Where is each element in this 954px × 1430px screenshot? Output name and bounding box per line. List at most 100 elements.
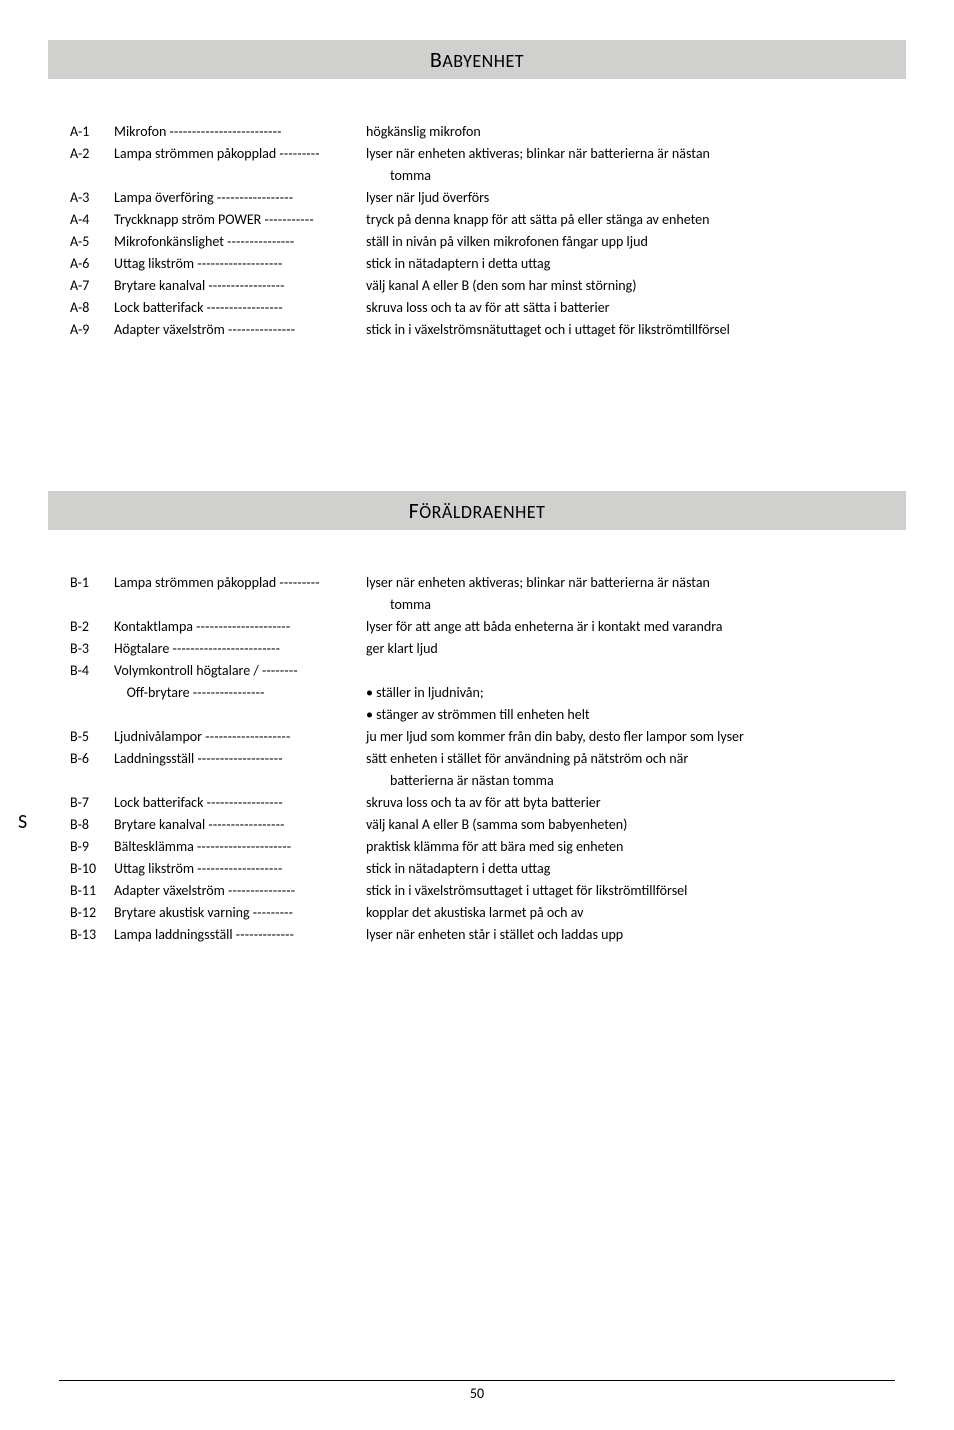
table-row: A-4Tryckknapp ström POWER -----------try… (70, 209, 894, 230)
row-item: Adapter växelström --------------- (114, 319, 366, 340)
row-desc: batterierna är nästan tomma (366, 770, 894, 791)
row-item: Mikrofonkänslighet --------------- (114, 231, 366, 252)
row-id: A-2 (70, 143, 114, 164)
row-id: B-12 (70, 902, 114, 923)
table-row: B-1Lampa strömmen påkopplad ---------lys… (70, 572, 894, 593)
row-desc: lyser när enheten aktiveras; blinkar när… (366, 572, 894, 593)
table-row: B-2Kontaktlampa ---------------------lys… (70, 616, 894, 637)
row-item: Lock batterifack ----------------- (114, 297, 366, 318)
section-header: BABYENHET (48, 40, 906, 79)
row-item: Brytare kanalval ----------------- (114, 814, 366, 835)
table-row: A-8Lock batterifack -----------------skr… (70, 297, 894, 318)
row-item: Adapter växelström --------------- (114, 880, 366, 901)
row-desc: tryck på denna knapp för att sätta på el… (366, 209, 894, 230)
row-item: Lampa laddningsställ ------------- (114, 924, 366, 945)
row-desc: lyser när ljud överförs (366, 187, 894, 208)
row-id: B-13 (70, 924, 114, 945)
section-header: FÖRÄLDRAENHET (48, 491, 906, 530)
row-id: B-8 (70, 814, 114, 835)
row-id: B-3 (70, 638, 114, 659)
row-desc: lyser när enheten aktiveras; blinkar när… (366, 143, 894, 164)
row-id: B-11 (70, 880, 114, 901)
row-item: Lampa strömmen påkopplad --------- (114, 143, 366, 164)
side-marker: S (18, 810, 27, 834)
row-desc: stick in i växelströmsuttaget i uttaget … (366, 880, 894, 901)
row-desc: • stänger av strömmen till enheten helt (366, 704, 894, 725)
page-number: 50 (0, 1380, 954, 1402)
table-row: B-8Brytare kanalval -----------------väl… (70, 814, 894, 835)
row-id: B-10 (70, 858, 114, 879)
row-item: Mikrofon ------------------------- (114, 121, 366, 142)
table-row: A-6Uttag likström -------------------sti… (70, 253, 894, 274)
row-item: Tryckknapp ström POWER ----------- (114, 209, 366, 230)
row-id: A-6 (70, 253, 114, 274)
row-item: Kontaktlampa --------------------- (114, 616, 366, 637)
row-desc: • ställer in ljudnivån; (366, 682, 894, 703)
table-row: Off-brytare ----------------• ställer in… (70, 682, 894, 703)
row-id: A-4 (70, 209, 114, 230)
table-row: tomma (70, 165, 894, 186)
row-item: Volymkontroll högtalare / -------- (114, 660, 366, 681)
row-id: B-2 (70, 616, 114, 637)
row-id: A-3 (70, 187, 114, 208)
row-item: Uttag likström ------------------- (114, 858, 366, 879)
row-item: Lock batterifack ----------------- (114, 792, 366, 813)
table-row: A-9Adapter växelström ---------------sti… (70, 319, 894, 340)
row-item: Uttag likström ------------------- (114, 253, 366, 274)
row-id: B-5 (70, 726, 114, 747)
row-item: Lampa överföring ----------------- (114, 187, 366, 208)
row-id: B-9 (70, 836, 114, 857)
row-id: A-5 (70, 231, 114, 252)
table-row: B-7Lock batterifack -----------------skr… (70, 792, 894, 813)
row-desc: ställ in nivån på vilken mikrofonen fång… (366, 231, 894, 252)
table-row: B-12Brytare akustisk varning ---------ko… (70, 902, 894, 923)
row-item: Bältesklämma --------------------- (114, 836, 366, 857)
table-row: tomma (70, 594, 894, 615)
row-desc: tomma (366, 165, 894, 186)
table-row: A-7Brytare kanalval -----------------väl… (70, 275, 894, 296)
table-row: B-10Uttag likström -------------------st… (70, 858, 894, 879)
row-id: A-7 (70, 275, 114, 296)
table-row: B-4Volymkontroll högtalare / -------- (70, 660, 894, 681)
row-desc: skruva loss och ta av för att sätta i ba… (366, 297, 894, 318)
row-item: Högtalare ------------------------ (114, 638, 366, 659)
row-desc: ger klart ljud (366, 638, 894, 659)
table-row: B-11Adapter växelström ---------------st… (70, 880, 894, 901)
row-desc: välj kanal A eller B (samma som babyenhe… (366, 814, 894, 835)
table-row: A-3Lampa överföring -----------------lys… (70, 187, 894, 208)
table-row: A-5Mikrofonkänslighet ---------------stä… (70, 231, 894, 252)
table-row: B-13Lampa laddningsställ -------------ly… (70, 924, 894, 945)
row-id: B-6 (70, 748, 114, 769)
row-desc: skruva loss och ta av för att byta batte… (366, 792, 894, 813)
row-id: B-4 (70, 660, 114, 681)
row-item: Off-brytare ---------------- (114, 682, 366, 703)
row-desc: lyser när enheten står i stället och lad… (366, 924, 894, 945)
row-desc: högkänslig mikrofon (366, 121, 894, 142)
row-item: Brytare akustisk varning --------- (114, 902, 366, 923)
row-desc: kopplar det akustiska larmet på och av (366, 902, 894, 923)
row-id: B-1 (70, 572, 114, 593)
table-row: • stänger av strömmen till enheten helt (70, 704, 894, 725)
table-row: A-1Mikrofon -------------------------hög… (70, 121, 894, 142)
table-row: B-6Laddningsställ -------------------sät… (70, 748, 894, 769)
table-row: B-9Bältesklämma ---------------------pra… (70, 836, 894, 857)
row-desc: stick in nätadaptern i detta uttag (366, 253, 894, 274)
row-desc: ju mer ljud som kommer från din baby, de… (366, 726, 894, 747)
row-id: A-1 (70, 121, 114, 142)
row-item: Laddningsställ ------------------- (114, 748, 366, 769)
row-item: Brytare kanalval ----------------- (114, 275, 366, 296)
row-desc: lyser för att ange att båda enheterna är… (366, 616, 894, 637)
table-row: B-5Ljudnivålampor -------------------ju … (70, 726, 894, 747)
row-desc: sätt enheten i stället för användning på… (366, 748, 894, 769)
row-item: Lampa strömmen påkopplad --------- (114, 572, 366, 593)
row-desc: tomma (366, 594, 894, 615)
row-id: B-7 (70, 792, 114, 813)
row-desc: praktisk klämma för att bära med sig enh… (366, 836, 894, 857)
table-row: B-3Högtalare ------------------------ger… (70, 638, 894, 659)
row-desc: stick in nätadaptern i detta uttag (366, 858, 894, 879)
row-desc: välj kanal A eller B (den som har minst … (366, 275, 894, 296)
row-id: A-9 (70, 319, 114, 340)
row-desc: stick in i växelströmsnätuttaget och i u… (366, 319, 894, 340)
row-item: Ljudnivålampor ------------------- (114, 726, 366, 747)
row-id: A-8 (70, 297, 114, 318)
